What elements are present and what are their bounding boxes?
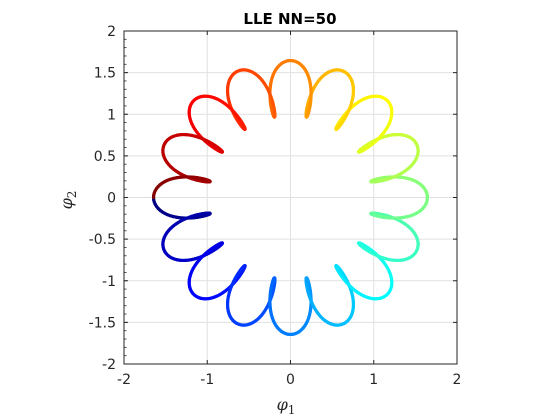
x-tick-label: 1 <box>369 372 378 388</box>
x-tick-label: -1 <box>200 372 214 388</box>
y-tick-label: -2 <box>102 357 116 373</box>
y-tick-labels: -2 -1.5 -1 -0.5 0 0.5 1 1.5 2 <box>89 24 116 373</box>
y-tick-label: -1 <box>102 274 116 290</box>
y-tick-label: 2 <box>107 24 116 40</box>
x-tick-label: 2 <box>453 372 462 388</box>
y-axis-label-main: φ <box>57 197 76 209</box>
y-tick-label: 1.5 <box>94 66 116 82</box>
x-axis-label: φ1 <box>277 395 296 417</box>
data-curve <box>151 58 430 337</box>
y-tick-label: 1 <box>107 107 116 123</box>
y-tick-label: -0.5 <box>89 232 116 248</box>
chart-title: LLE NN=50 <box>243 10 336 28</box>
x-axis-label-sub: 1 <box>288 403 296 417</box>
y-axis-label: φ2 <box>57 191 79 210</box>
x-tick-label: -2 <box>117 372 131 388</box>
y-tick-label: -1.5 <box>89 315 116 331</box>
y-tick-label: 0.5 <box>94 149 116 165</box>
y-axis-label-sub: 2 <box>65 191 79 199</box>
x-axis-label-main: φ <box>277 395 289 414</box>
x-tick-labels: -2 -1 0 1 2 <box>117 372 461 388</box>
x-tick-label: 0 <box>286 372 295 388</box>
y-tick-label: 0 <box>107 191 116 207</box>
grid-lines <box>124 31 457 364</box>
tick-marks <box>123 30 458 365</box>
